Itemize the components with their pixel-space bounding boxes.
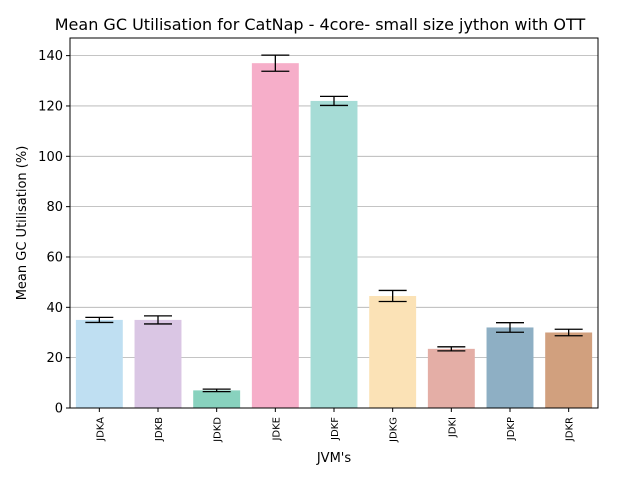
x-tick-label: JDKD: [213, 417, 224, 443]
y-tick-label: 120: [38, 99, 63, 114]
x-tick-label: JDKG: [389, 417, 400, 443]
y-tick-label: 80: [46, 200, 63, 215]
bar-jdkd: [193, 390, 241, 408]
x-axis-ticks: JDKA JDKB JDKD JDKE JDKF JDKG JDKI JDKP JDKR: [95, 408, 576, 443]
y-tick-label: 140: [38, 49, 63, 64]
bars: [75, 63, 593, 408]
bar-jdki: [427, 348, 475, 408]
x-tick-label: JDKA: [95, 417, 106, 442]
bar-jdkr: [545, 332, 593, 408]
x-tick-label: JDKB: [154, 417, 165, 442]
bar-jdkp: [486, 327, 534, 408]
y-tick-label: 20: [46, 351, 63, 366]
chart-title: Mean GC Utilisation for CatNap - 4core- …: [55, 15, 586, 34]
y-tick-label: 100: [38, 150, 63, 165]
y-tick-label: 0: [55, 402, 63, 417]
y-tick-label: 40: [46, 301, 63, 316]
x-tick-label: JDKR: [565, 417, 576, 442]
x-tick-label: JDKF: [330, 417, 341, 441]
bar-jdkg: [369, 295, 417, 408]
bar-jdke: [251, 63, 299, 408]
x-tick-label: JDKE: [271, 417, 282, 442]
bar-jdka: [75, 319, 123, 408]
x-tick-label: JDKP: [506, 417, 517, 441]
y-axis-ticks: 0 20 40 60 80 100 120 140: [38, 49, 70, 417]
error-bars: [85, 54, 583, 393]
bar-jdkf: [310, 100, 358, 408]
y-tick-label: 60: [46, 250, 63, 265]
x-tick-label: JDKI: [447, 417, 458, 438]
bar-jdkb: [134, 319, 182, 408]
x-axis-label: JVM's: [316, 451, 352, 466]
y-axis-label: Mean GC Utilisation (%): [15, 146, 30, 301]
